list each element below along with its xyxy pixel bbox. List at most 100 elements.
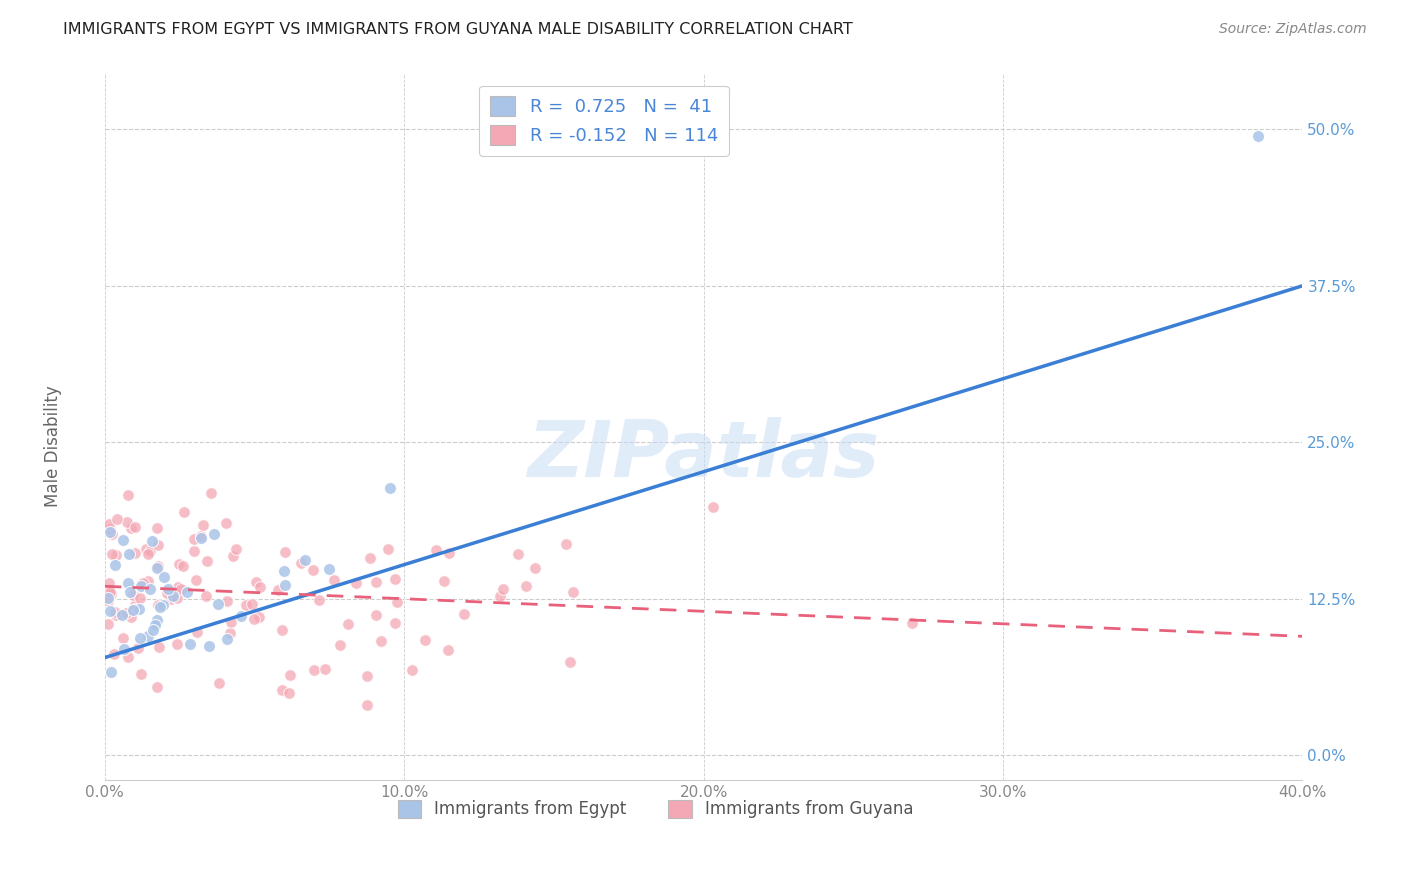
Point: [190, 531, 212, 545]
Point: [344, 575, 367, 590]
Point: [141, 534, 163, 549]
Point: [105, 512, 128, 526]
Text: ZIPatlas: ZIPatlas: [527, 417, 880, 493]
Point: [366, 607, 388, 622]
Point: [183, 532, 205, 546]
Point: [124, 598, 146, 612]
Point: [366, 575, 388, 590]
Point: [243, 612, 266, 626]
Point: [385, 595, 408, 609]
Point: [488, 590, 510, 604]
Point: [179, 637, 201, 651]
Point: [149, 599, 172, 614]
Point: [277, 686, 299, 700]
Point: [111, 608, 134, 623]
Point: [433, 574, 456, 588]
Point: [523, 561, 546, 575]
Point: [105, 548, 128, 562]
Point: [103, 648, 125, 662]
Point: [377, 541, 399, 556]
Point: [278, 668, 301, 682]
Point: [247, 610, 270, 624]
Point: [117, 576, 139, 591]
Point: [97, 584, 120, 599]
Point: [120, 585, 142, 599]
Point: [117, 488, 139, 502]
Point: [384, 572, 406, 586]
Point: [152, 598, 174, 612]
Point: [453, 607, 475, 621]
Point: [104, 608, 127, 623]
Point: [127, 640, 149, 655]
Point: [142, 624, 165, 638]
Point: [120, 521, 142, 535]
Point: [101, 547, 124, 561]
Point: [166, 637, 188, 651]
Point: [173, 505, 195, 519]
Point: [401, 663, 423, 677]
Point: [208, 675, 231, 690]
Point: [336, 616, 359, 631]
Point: [370, 633, 392, 648]
Point: [294, 553, 316, 567]
Point: [425, 543, 447, 558]
Point: [183, 543, 205, 558]
Point: [229, 608, 252, 623]
Point: [186, 573, 208, 587]
Point: [167, 580, 190, 594]
Point: [128, 591, 150, 606]
Point: [219, 626, 242, 640]
Point: [222, 549, 245, 564]
Point: [197, 640, 219, 654]
Point: [193, 517, 215, 532]
Point: [162, 589, 184, 603]
Point: [166, 591, 188, 605]
Point: [146, 599, 169, 613]
Point: [146, 558, 169, 573]
Point: [117, 650, 139, 665]
Point: [240, 597, 263, 611]
Point: [129, 667, 152, 681]
Point: [302, 663, 325, 677]
Point: [145, 613, 167, 627]
Point: [146, 538, 169, 552]
Point: [190, 529, 212, 543]
Point: [98, 522, 121, 536]
Point: [138, 582, 160, 596]
Point: [266, 582, 288, 597]
Point: [195, 553, 218, 567]
Point: [146, 680, 169, 694]
Point: [97, 516, 120, 531]
Point: [702, 500, 724, 514]
Point: [225, 541, 247, 556]
Point: [515, 579, 537, 593]
Point: [111, 533, 134, 548]
Point: [172, 558, 194, 573]
Point: [153, 570, 176, 584]
Point: [98, 585, 121, 599]
Point: [413, 632, 436, 647]
Point: [160, 592, 183, 607]
Point: [117, 515, 139, 529]
Point: [120, 610, 142, 624]
Point: [100, 665, 122, 680]
Point: [124, 546, 146, 560]
Point: [554, 537, 576, 551]
Point: [202, 527, 225, 541]
Point: [128, 631, 150, 645]
Point: [384, 616, 406, 631]
Point: [249, 580, 271, 594]
Point: [219, 615, 242, 629]
Point: [245, 575, 267, 590]
Point: [145, 561, 167, 575]
Point: [100, 587, 122, 601]
Point: [1246, 128, 1268, 143]
Point: [290, 557, 312, 571]
Point: [129, 579, 152, 593]
Point: [271, 683, 294, 698]
Point: [356, 669, 378, 683]
Point: [437, 643, 460, 657]
Point: [167, 557, 190, 571]
Point: [318, 561, 340, 575]
Point: [194, 590, 217, 604]
